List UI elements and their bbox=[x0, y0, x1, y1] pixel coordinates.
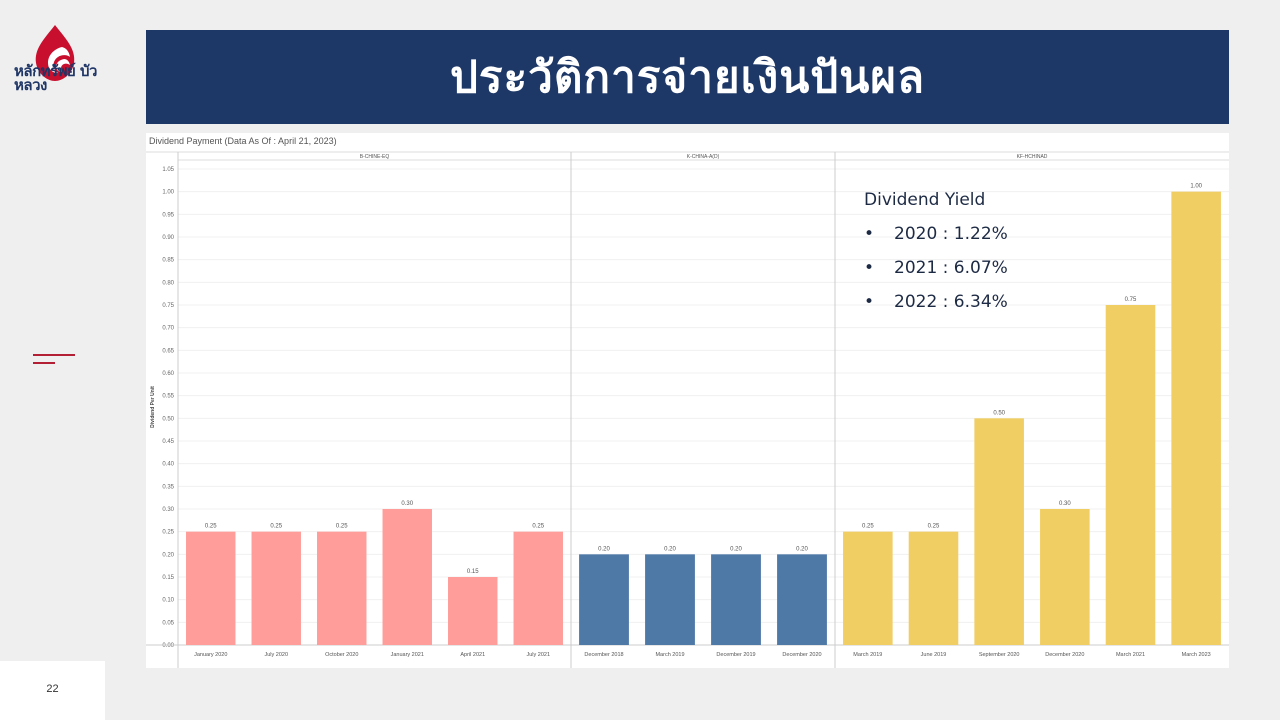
dividend-yield-title: Dividend Yield bbox=[864, 190, 986, 210]
decorative-line bbox=[33, 354, 75, 356]
x-tick-label: January 2020 bbox=[194, 652, 227, 658]
title-bar: ประวัติการจ่ายเงินปันผล bbox=[146, 30, 1229, 124]
x-tick-label: March 2021 bbox=[1116, 652, 1145, 658]
x-tick-label: July 2020 bbox=[264, 652, 288, 658]
bar-value-label: 1.00 bbox=[1190, 184, 1202, 190]
dividend-yield-list: • 2020 : 1.22% • 2021 : 6.07% • 2022 : 6.34… bbox=[864, 224, 1008, 312]
bar-value-label: 0.20 bbox=[598, 546, 610, 552]
y-tick-label: 0.60 bbox=[162, 371, 174, 377]
x-tick-label: March 2019 bbox=[853, 652, 882, 658]
bar-value-label: 0.30 bbox=[401, 501, 413, 507]
dividend-bar-chart: 0.00 0.05 0.10 0.15 0.20 0.25 0.30 0.35 0.40 0.45… bbox=[146, 151, 1229, 668]
y-tick-label: 0.40 bbox=[162, 462, 174, 468]
page-title: ประวัติการจ่ายเงินปันผล bbox=[449, 52, 926, 103]
bar bbox=[448, 577, 498, 645]
panel-title: K-CHINA-A(D) bbox=[687, 154, 720, 160]
bar-value-label: 0.50 bbox=[993, 410, 1005, 416]
x-tick-label: April 2021 bbox=[460, 652, 485, 658]
bar bbox=[1105, 305, 1156, 645]
bar-value-label: 0.30 bbox=[1059, 501, 1071, 507]
y-tick-label: 0.10 bbox=[162, 598, 174, 604]
bar-value-label: 0.75 bbox=[1125, 297, 1137, 303]
dividend-yield-item: • 2021 : 6.07% bbox=[864, 258, 1008, 278]
y-tick-label: 0.15 bbox=[162, 575, 174, 581]
x-tick-label: December 2018 bbox=[584, 652, 623, 658]
lotus-logo-icon bbox=[35, 25, 75, 81]
y-tick-label: 0.65 bbox=[162, 348, 174, 354]
bar bbox=[1171, 191, 1221, 645]
dividend-yield-box: Dividend Yield • 2020 : 1.22% • 2021 : 6.0… bbox=[864, 190, 1008, 326]
x-tick-label: December 2020 bbox=[782, 652, 821, 658]
y-tick-label: 1.00 bbox=[162, 190, 174, 196]
y-tick-label: 0.70 bbox=[162, 326, 174, 332]
x-tick-label: July 2021 bbox=[526, 652, 550, 658]
bar bbox=[382, 509, 432, 645]
x-tick-label: October 2020 bbox=[325, 652, 358, 658]
y-tick-label: 0.05 bbox=[162, 620, 174, 626]
bar bbox=[777, 554, 827, 645]
bar bbox=[711, 554, 761, 645]
bar-value-label: 0.25 bbox=[862, 524, 874, 530]
y-tick-label: 1.05 bbox=[162, 167, 174, 173]
x-tick-label: March 2023 bbox=[1182, 652, 1211, 658]
y-tick-label: 0.30 bbox=[162, 507, 174, 513]
bar-value-label: 0.25 bbox=[270, 524, 282, 530]
panel-title: KF-HCHINAD bbox=[1017, 154, 1048, 160]
page-number: 22 bbox=[46, 683, 59, 695]
x-tick-label: December 2020 bbox=[1045, 652, 1084, 658]
y-tick-label: 0.80 bbox=[162, 280, 174, 286]
bar bbox=[1040, 509, 1090, 645]
y-tick-label: 0.90 bbox=[162, 235, 174, 241]
bar-value-label: 0.20 bbox=[730, 546, 742, 552]
brand-logo-text: หลักทรัพย์ บัวหลวง bbox=[14, 62, 97, 94]
y-tick-label: 0.00 bbox=[162, 643, 174, 649]
bullet-icon: • bbox=[864, 258, 875, 278]
bar bbox=[317, 531, 367, 645]
page-number-box bbox=[0, 661, 105, 720]
bar-value-label: 0.25 bbox=[205, 524, 217, 530]
bar bbox=[974, 418, 1024, 645]
bar-value-label: 0.20 bbox=[664, 546, 676, 552]
bar bbox=[579, 554, 629, 645]
bar bbox=[645, 554, 695, 645]
dividend-yield-item: • 2020 : 1.22% bbox=[864, 224, 1008, 244]
y-tick-label: 0.55 bbox=[162, 394, 174, 400]
x-tick-label: June 2019 bbox=[921, 652, 947, 658]
x-tick-label: December 2019 bbox=[716, 652, 755, 658]
bar bbox=[186, 531, 236, 645]
y-tick-label: 0.25 bbox=[162, 530, 174, 536]
x-tick-label: September 2020 bbox=[979, 652, 1020, 658]
bullet-icon: • bbox=[864, 292, 875, 312]
chart-header: Dividend Payment (Data As Of : April 21,… bbox=[149, 136, 337, 146]
y-tick-label: 0.45 bbox=[162, 439, 174, 445]
y-tick-label: 0.35 bbox=[162, 484, 174, 490]
dividend-yield-item: • 2022 : 6.34% bbox=[864, 292, 1008, 312]
bar-value-label: 0.15 bbox=[467, 569, 479, 575]
y-axis-title: Dividend Per Unit bbox=[150, 386, 156, 428]
y-tick-label: 0.75 bbox=[162, 303, 174, 309]
y-tick-label: 0.50 bbox=[162, 416, 174, 422]
y-tick-label: 0.20 bbox=[162, 552, 174, 558]
chart-container: Dividend Payment (Data As Of : April 21,… bbox=[146, 133, 1229, 668]
decorative-line bbox=[33, 362, 55, 364]
y-tick-label: 0.85 bbox=[162, 258, 174, 264]
bullet-icon: • bbox=[864, 224, 875, 244]
bar-value-label: 0.25 bbox=[928, 524, 940, 530]
x-tick-label: January 2021 bbox=[391, 652, 424, 658]
bar-value-label: 0.20 bbox=[796, 546, 808, 552]
bar bbox=[908, 531, 959, 645]
bar bbox=[843, 531, 893, 645]
bar bbox=[513, 531, 563, 645]
bar bbox=[251, 531, 301, 645]
panel-title: B-CHINE-EQ bbox=[360, 154, 390, 160]
y-tick-label: 0.95 bbox=[162, 212, 174, 218]
bar-value-label: 0.25 bbox=[532, 524, 544, 530]
x-tick-label: March 2019 bbox=[655, 652, 684, 658]
bar-value-label: 0.25 bbox=[336, 524, 348, 530]
